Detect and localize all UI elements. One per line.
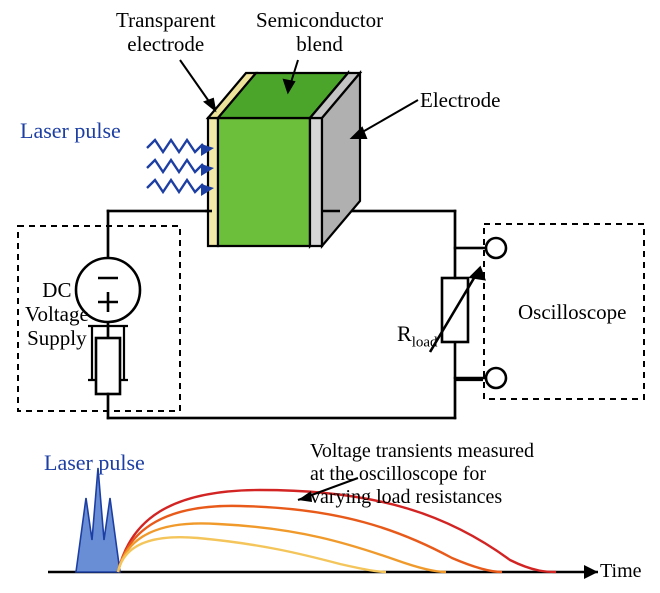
label-oscilloscope: Oscilloscope: [518, 300, 626, 324]
semiconductor-front: [218, 118, 310, 246]
label-electrode: Electrode: [420, 88, 500, 112]
label-transparent-electrode: Transparent electrode: [116, 8, 216, 56]
label-transients-caption: Voltage transients measured at the oscil…: [310, 440, 534, 509]
label-laser-pulse-bottom: Laser pulse: [44, 450, 145, 475]
osc-terminal-top: [486, 238, 506, 258]
label-time-axis: Time: [600, 560, 642, 583]
transparent-electrode-front: [208, 118, 218, 246]
label-laser-pulse-top: Laser pulse: [20, 118, 121, 143]
osc-terminal-bottom: [486, 368, 506, 388]
label-rload: Rload: [386, 296, 438, 352]
device-cube: [208, 73, 360, 246]
label-semiconductor-blend: Semiconductor blend: [256, 8, 383, 56]
laser-squiggles: [147, 140, 203, 192]
electrode-front: [310, 118, 322, 246]
laser-spike: [76, 468, 120, 572]
label-dc-supply: DC Voltage Supply: [25, 278, 89, 350]
